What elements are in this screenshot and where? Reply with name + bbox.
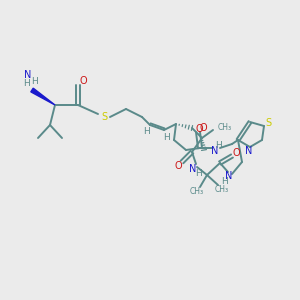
Text: CH₃: CH₃	[218, 122, 232, 131]
Text: S: S	[265, 118, 271, 128]
Text: H: H	[216, 140, 222, 149]
Polygon shape	[31, 88, 55, 105]
Text: N: N	[189, 164, 197, 174]
Text: O: O	[174, 161, 182, 171]
Text: N: N	[225, 171, 233, 181]
Text: H: H	[196, 169, 202, 178]
Text: O: O	[199, 123, 207, 133]
Text: S: S	[101, 112, 107, 122]
Text: O: O	[79, 76, 87, 86]
Text: H: H	[22, 79, 29, 88]
Text: CH₃: CH₃	[190, 187, 204, 196]
Text: N: N	[24, 70, 32, 80]
Text: H: H	[220, 176, 227, 185]
Text: N: N	[245, 146, 253, 156]
Text: O: O	[232, 148, 240, 158]
Text: CH₃: CH₃	[215, 184, 229, 194]
Text: H: H	[144, 128, 150, 136]
Text: H: H	[163, 133, 170, 142]
Text: O: O	[195, 124, 203, 134]
Text: H: H	[31, 77, 38, 86]
Text: N: N	[211, 146, 219, 156]
